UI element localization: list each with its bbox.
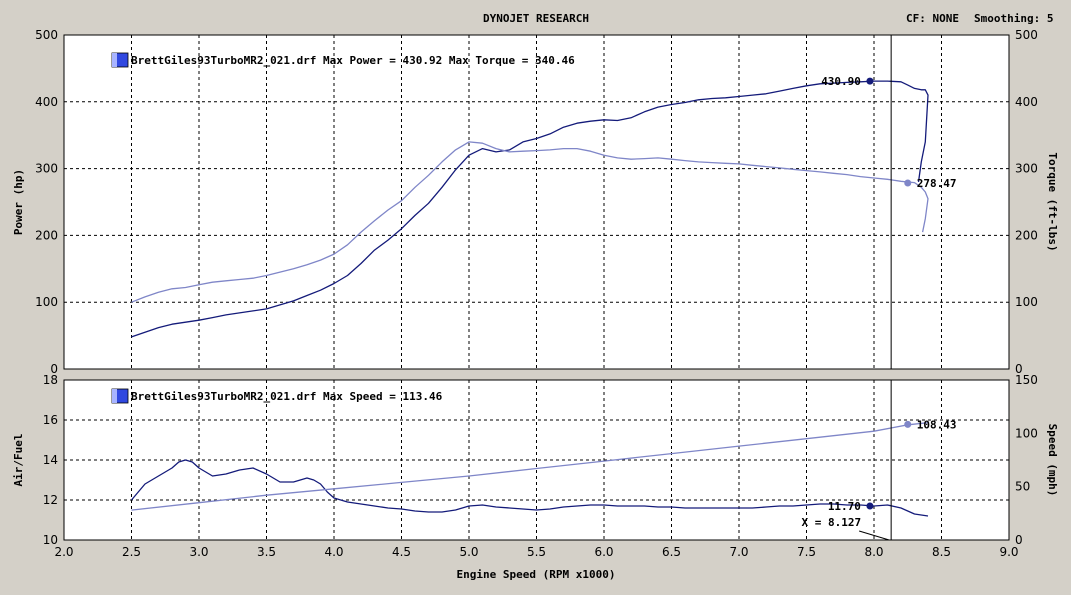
y-tick-label: 200 [35, 228, 58, 242]
legend-swatch-highlight [112, 53, 117, 67]
y-tick-label: 10 [43, 533, 58, 547]
y-tick-label: 300 [35, 162, 58, 176]
y2-tick-label: 0 [1015, 533, 1023, 547]
torque-marker [904, 179, 912, 187]
airfuel-speed-ticks: 10 12 14 16 18 0 50 100 150 2.0 2.5 3.0 3.5 4.0 4.5 5.0… [43, 373, 1038, 559]
y-tick-label: 12 [43, 493, 58, 507]
y-tick-label: 0 [50, 362, 58, 376]
smoothing-label: Smoothing: 5 [974, 12, 1053, 25]
x-tick-label: 7.0 [729, 545, 748, 559]
y-tick-label: 18 [43, 373, 58, 387]
y2-tick-label: 100 [1015, 295, 1038, 309]
x-tick-label: 5.0 [459, 545, 478, 559]
speed-axis-label: Speed (mph) [1046, 424, 1059, 497]
x-tick-label: 8.5 [932, 545, 951, 559]
speed-marker [904, 420, 912, 428]
torque-series-line [131, 141, 929, 303]
airfuel-speed-legend-text: BrettGiles93TurboMR2_021.drf Max Speed =… [131, 390, 443, 403]
x-tick-label: 5.5 [527, 545, 546, 559]
airfuel-speed-series [131, 422, 929, 517]
airfuel-series-line [131, 459, 929, 517]
torque-axis-label: Torque (ft-lbs) [1046, 152, 1059, 251]
cf-label: CF: NONE [906, 12, 959, 25]
x-tick-label: 6.0 [594, 545, 613, 559]
x-tick-label: 6.5 [662, 545, 681, 559]
x-tick-label: 2.0 [54, 545, 73, 559]
y-tick-label: 14 [43, 453, 58, 467]
power-torque-legend: BrettGiles93TurboMR2_021.drf Max Power =… [111, 52, 575, 68]
power-torque-annotations: 430.90 278.47 [821, 75, 956, 190]
power-torque-grid [64, 35, 1009, 369]
y-tick-label: 16 [43, 413, 58, 427]
power-marker [866, 77, 874, 85]
rpm-cursor[interactable]: X = 8.127 [802, 35, 892, 541]
y-tick-label: 100 [35, 295, 58, 309]
power-axis-label: Power (hp) [12, 169, 25, 235]
y2-tick-label: 0 [1015, 362, 1023, 376]
cursor-leader-line [859, 530, 890, 541]
airfuel-speed-grid [64, 380, 1009, 540]
x-tick-label: 4.0 [324, 545, 343, 559]
x-tick-label: 2.5 [122, 545, 141, 559]
y2-tick-label: 300 [1015, 162, 1038, 176]
y2-tick-label: 500 [1015, 28, 1038, 42]
x-tick-label: 3.0 [189, 545, 208, 559]
legend-swatch-highlight [112, 389, 117, 403]
x-tick-label: 9.0 [999, 545, 1018, 559]
y-tick-label: 400 [35, 95, 58, 109]
y2-tick-label: 100 [1015, 426, 1038, 440]
airfuel-marker [866, 502, 874, 510]
power-torque-legend-text: BrettGiles93TurboMR2_021.drf Max Power =… [131, 54, 575, 67]
airfuel-axis-label: Air/Fuel [12, 434, 25, 487]
airfuel-value-label: 11.70 [828, 500, 861, 513]
chart-title: DYNOJET RESEARCH [483, 12, 589, 25]
x-tick-label: 3.5 [257, 545, 276, 559]
x-axis-label: Engine Speed (RPM x1000) [457, 568, 616, 581]
y2-tick-label: 400 [1015, 95, 1038, 109]
speed-value-label: 108.43 [917, 418, 957, 431]
torque-value-label: 278.47 [917, 177, 957, 190]
y2-tick-label: 50 [1015, 480, 1030, 494]
y2-tick-label: 200 [1015, 228, 1038, 242]
power-value-label: 430.90 [821, 75, 861, 88]
x-tick-label: 8.0 [864, 545, 883, 559]
power-series-line [131, 80, 929, 338]
power-torque-series [131, 80, 929, 338]
speed-series-line [131, 422, 929, 511]
power-torque-ticks: 0 100 200 300 400 500 0 100 200 300 400 500 [35, 28, 1038, 376]
airfuel-speed-annotations: 11.70 108.43 [828, 418, 957, 513]
airfuel-speed-legend: BrettGiles93TurboMR2_021.drf Max Speed =… [111, 388, 443, 404]
cursor-value-label: X = 8.127 [802, 516, 862, 529]
x-tick-label: 4.5 [392, 545, 411, 559]
y-tick-label: 500 [35, 28, 58, 42]
y2-tick-label: 150 [1015, 373, 1038, 387]
x-tick-label: 7.5 [797, 545, 816, 559]
